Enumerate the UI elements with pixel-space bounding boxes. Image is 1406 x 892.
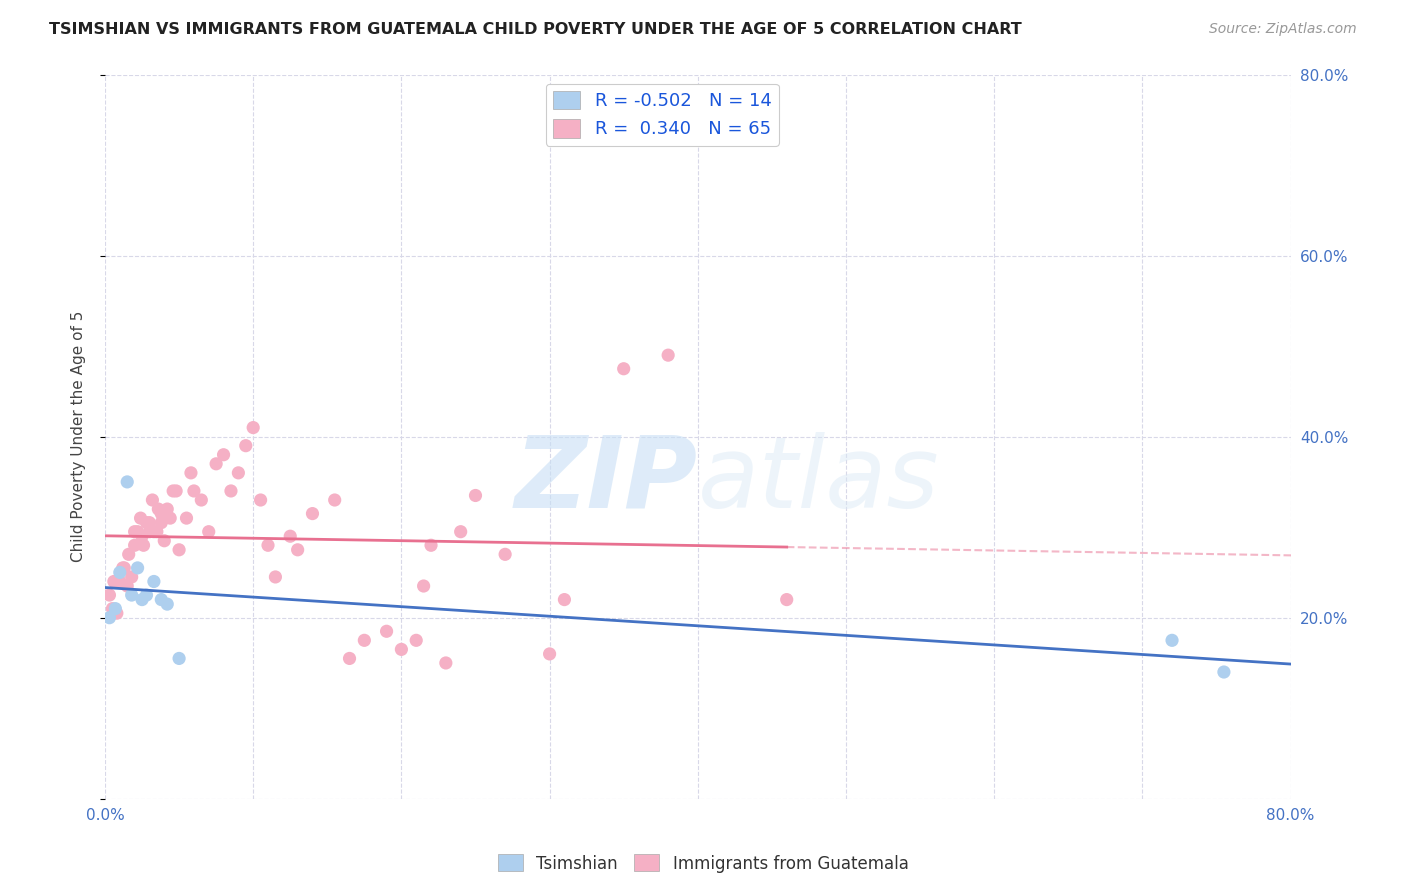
Point bbox=[135, 516, 157, 530]
Point bbox=[353, 633, 375, 648]
Text: TSIMSHIAN VS IMMIGRANTS FROM GUATEMALA CHILD POVERTY UNDER THE AGE OF 5 CORRELAT: TSIMSHIAN VS IMMIGRANTS FROM GUATEMALA C… bbox=[49, 22, 1022, 37]
Point bbox=[156, 597, 179, 611]
Point bbox=[339, 651, 361, 665]
Point bbox=[389, 642, 412, 657]
Point bbox=[228, 466, 250, 480]
Point bbox=[494, 547, 516, 561]
Point bbox=[235, 439, 257, 453]
Point bbox=[138, 516, 160, 530]
Point bbox=[111, 561, 134, 575]
Point bbox=[124, 524, 146, 539]
Point bbox=[159, 511, 181, 525]
Point bbox=[183, 483, 205, 498]
Point bbox=[553, 592, 575, 607]
Point bbox=[146, 524, 169, 539]
Point bbox=[156, 502, 179, 516]
Point bbox=[1212, 665, 1234, 679]
Point bbox=[167, 651, 190, 665]
Legend: R = -0.502   N = 14, R =  0.340   N = 65: R = -0.502 N = 14, R = 0.340 N = 65 bbox=[546, 84, 779, 145]
Point bbox=[287, 542, 309, 557]
Point bbox=[278, 529, 301, 543]
Legend: Tsimshian, Immigrants from Guatemala: Tsimshian, Immigrants from Guatemala bbox=[491, 847, 915, 880]
Point bbox=[105, 606, 128, 620]
Point bbox=[257, 538, 280, 552]
Point bbox=[219, 483, 242, 498]
Text: atlas: atlas bbox=[697, 432, 939, 529]
Point bbox=[264, 570, 287, 584]
Point bbox=[138, 524, 160, 539]
Point bbox=[412, 579, 434, 593]
Point bbox=[434, 656, 457, 670]
Point bbox=[1161, 633, 1184, 648]
Point bbox=[129, 511, 152, 525]
Point bbox=[108, 566, 131, 580]
Point bbox=[242, 420, 264, 434]
Point bbox=[190, 493, 212, 508]
Point bbox=[162, 483, 184, 498]
Point bbox=[127, 524, 149, 539]
Point bbox=[212, 448, 235, 462]
Point bbox=[153, 533, 176, 548]
Point bbox=[538, 647, 561, 661]
Point bbox=[420, 538, 443, 552]
Point bbox=[118, 547, 141, 561]
Point bbox=[127, 561, 149, 575]
Point bbox=[176, 511, 198, 525]
Point bbox=[142, 574, 165, 589]
Y-axis label: Child Poverty Under the Age of 5: Child Poverty Under the Age of 5 bbox=[72, 311, 86, 562]
Point bbox=[197, 524, 219, 539]
Point bbox=[205, 457, 228, 471]
Point bbox=[115, 579, 138, 593]
Point bbox=[142, 524, 165, 539]
Point bbox=[148, 502, 170, 516]
Text: ZIP: ZIP bbox=[515, 432, 697, 529]
Point bbox=[165, 483, 187, 498]
Point bbox=[301, 507, 323, 521]
Point bbox=[135, 588, 157, 602]
Point bbox=[249, 493, 271, 508]
Point bbox=[104, 601, 127, 615]
Point bbox=[98, 588, 121, 602]
Point bbox=[150, 592, 173, 607]
Point bbox=[657, 348, 679, 362]
Point bbox=[121, 588, 143, 602]
Point bbox=[131, 529, 153, 543]
Text: Source: ZipAtlas.com: Source: ZipAtlas.com bbox=[1209, 22, 1357, 37]
Point bbox=[112, 561, 135, 575]
Point bbox=[98, 610, 121, 624]
Point bbox=[180, 466, 202, 480]
Point bbox=[121, 570, 143, 584]
Point bbox=[464, 488, 486, 502]
Point bbox=[101, 601, 124, 615]
Point bbox=[776, 592, 799, 607]
Point bbox=[108, 574, 131, 589]
Point bbox=[131, 592, 153, 607]
Point bbox=[124, 538, 146, 552]
Point bbox=[450, 524, 472, 539]
Point bbox=[115, 475, 138, 489]
Point bbox=[323, 493, 346, 508]
Point bbox=[167, 542, 190, 557]
Point bbox=[150, 516, 173, 530]
Point bbox=[405, 633, 427, 648]
Point bbox=[375, 624, 398, 639]
Point bbox=[141, 493, 163, 508]
Point bbox=[613, 361, 636, 376]
Point bbox=[103, 574, 125, 589]
Point bbox=[150, 507, 173, 521]
Point bbox=[132, 538, 155, 552]
